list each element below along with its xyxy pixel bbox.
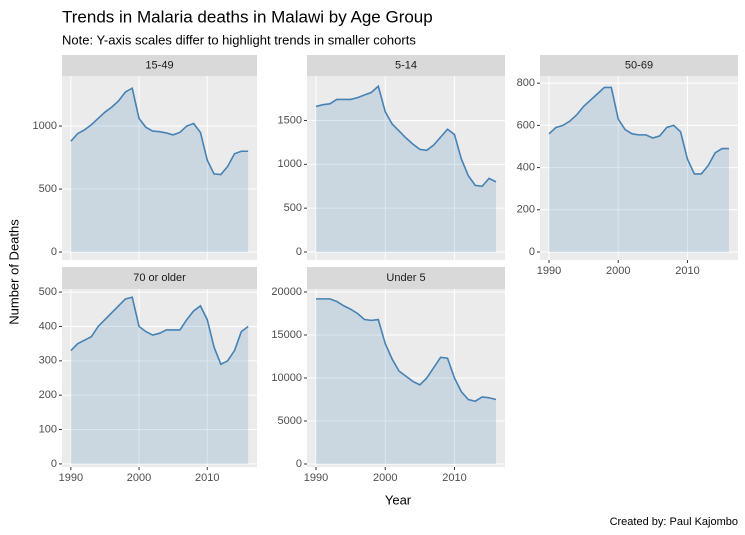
- panel-title: 5-14: [395, 59, 417, 71]
- y-tick-label: 20000: [271, 286, 302, 298]
- y-tick-label: 1000: [278, 158, 302, 170]
- area: [316, 86, 496, 253]
- y-tick-label: 300: [39, 355, 57, 367]
- line: [548, 86, 729, 175]
- y-tick-label: 0: [296, 458, 302, 470]
- panel-background: [62, 76, 257, 260]
- x-tick-label: 2010: [675, 265, 699, 277]
- panel-background: [307, 76, 505, 260]
- area: [70, 297, 249, 464]
- line: [316, 298, 497, 403]
- y-tick-label: 10000: [271, 372, 302, 384]
- strip: [307, 55, 505, 76]
- y-tick-label: 5000: [278, 415, 302, 427]
- strip: [62, 55, 257, 76]
- caption: Created by: Paul Kajombo: [610, 516, 738, 528]
- panel-background: [62, 289, 257, 467]
- y-tick-label: 0: [296, 246, 302, 258]
- line: [70, 87, 249, 176]
- area: [549, 87, 729, 252]
- y-tick-label: 500: [39, 183, 57, 195]
- x-axis-title: Year: [385, 492, 412, 507]
- y-tick-label: 1000: [33, 120, 57, 132]
- strip: [62, 267, 257, 289]
- y-tick-label: 15000: [271, 329, 302, 341]
- x-tick-label: 2010: [442, 472, 466, 484]
- area: [316, 298, 496, 464]
- y-tick-label: 0: [529, 246, 535, 258]
- line: [70, 296, 249, 366]
- area: [70, 88, 249, 253]
- y-tick-label: 500: [284, 202, 302, 214]
- panel-title: Under 5: [386, 272, 425, 284]
- y-tick-label: 0: [51, 246, 57, 258]
- x-tick-label: 2010: [195, 472, 219, 484]
- y-axis-title: Number of Deaths: [6, 219, 21, 325]
- x-tick-label: 1990: [304, 472, 328, 484]
- y-tick-label: 100: [39, 423, 57, 435]
- y-tick-label: 400: [517, 161, 535, 173]
- y-tick-label: 600: [517, 119, 535, 131]
- x-tick-label: 2000: [127, 472, 151, 484]
- y-tick-label: 1500: [278, 114, 302, 126]
- panel-title: 15-49: [145, 59, 173, 71]
- chart-subtitle: Note: Y-axis scales differ to highlight …: [62, 32, 416, 47]
- chart-title: Trends in Malaria deaths in Malawi by Ag…: [62, 7, 433, 26]
- x-tick-label: 2000: [373, 472, 397, 484]
- x-tick-label: 1990: [537, 265, 561, 277]
- y-tick-label: 500: [39, 286, 57, 298]
- strip: [307, 267, 505, 289]
- y-tick-label: 0: [51, 458, 57, 470]
- strip: [540, 55, 738, 76]
- y-tick-label: 200: [39, 389, 57, 401]
- x-tick-label: 2000: [606, 265, 630, 277]
- y-tick-label: 800: [517, 77, 535, 89]
- line: [315, 84, 497, 188]
- x-tick-label: 1990: [59, 472, 83, 484]
- panel-title: 50-69: [625, 59, 653, 71]
- panel-title: 70 or older: [133, 272, 186, 284]
- y-tick-label: 200: [517, 204, 535, 216]
- y-tick-label: 400: [39, 320, 57, 332]
